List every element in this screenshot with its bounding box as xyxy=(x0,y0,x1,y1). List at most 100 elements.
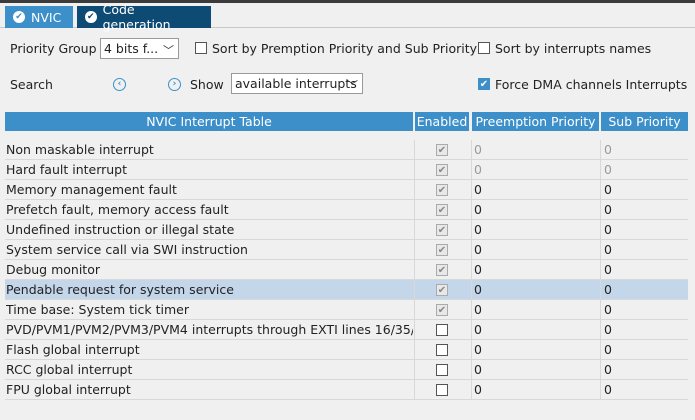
enabled-checkbox: ✔ xyxy=(436,184,448,196)
preemption-priority-cell[interactable]: 0 xyxy=(471,240,599,260)
table-row[interactable]: RCC global interrupt 0 0 xyxy=(5,360,688,380)
enabled-cell: ✔ xyxy=(414,140,470,160)
sub-priority-cell[interactable]: 0 xyxy=(600,300,688,320)
enabled-checkbox: ✔ xyxy=(436,284,448,296)
enabled-cell: ✔ xyxy=(414,180,470,200)
sub-priority-cell[interactable]: 0 xyxy=(600,320,688,340)
enabled-checkbox: ✔ xyxy=(436,244,448,256)
enabled-checkbox: ✔ xyxy=(436,304,448,316)
preemption-priority-cell[interactable]: 0 xyxy=(471,320,599,340)
enabled-checkbox[interactable] xyxy=(436,324,448,336)
enabled-cell: ✔ xyxy=(414,280,470,300)
tab-strip: ✔ NVIC ✔ Code generation xyxy=(0,2,695,32)
tab-code-generation[interactable]: ✔ Code generation xyxy=(77,2,211,32)
column-header-name[interactable]: NVIC Interrupt Table xyxy=(5,112,413,131)
interrupt-name: Hard fault interrupt xyxy=(6,162,128,177)
interrupt-name: System service call via SWI instruction xyxy=(6,242,248,257)
table-row[interactable]: System service call via SWI instruction ✔… xyxy=(5,240,688,260)
preemption-priority-cell[interactable]: 0 xyxy=(471,280,599,300)
sub-priority-cell[interactable]: 0 xyxy=(600,340,688,360)
enabled-checkbox: ✔ xyxy=(436,264,448,276)
preemption-priority-cell[interactable]: 0 xyxy=(471,220,599,240)
table-row[interactable]: PVD/PVM1/PVM2/PVM3/PVM4 interrupts throu… xyxy=(5,320,688,340)
enabled-cell: ✔ xyxy=(414,300,470,320)
preemption-priority-cell[interactable]: 0 xyxy=(471,140,599,160)
column-header-preemption[interactable]: Preemption Priority xyxy=(472,112,599,131)
table-row[interactable]: Non maskable interrupt ✔ 0 0 xyxy=(5,140,688,160)
interrupt-name: Memory management fault xyxy=(6,182,177,197)
tab-nvic-label: NVIC xyxy=(31,9,62,25)
sub-priority-cell[interactable]: 0 xyxy=(600,380,688,400)
sub-priority-cell[interactable]: 0 xyxy=(600,220,688,240)
enabled-cell: ✔ xyxy=(414,260,470,280)
enabled-cell: ✔ xyxy=(414,220,470,240)
interrupt-name: Debug monitor xyxy=(6,262,100,277)
enabled-cell xyxy=(414,320,470,340)
interrupt-name: PVD/PVM1/PVM2/PVM3/PVM4 interrupts throu… xyxy=(6,322,413,337)
tab-nvic[interactable]: ✔ NVIC xyxy=(5,6,73,28)
preemption-priority-cell[interactable]: 0 xyxy=(471,260,599,280)
interrupt-name: Undefined instruction or illegal state xyxy=(6,222,235,237)
table-row[interactable]: Prefetch fault, memory access fault ✔ 0 0 xyxy=(5,200,688,220)
check-circle-icon: ✔ xyxy=(13,11,25,23)
interrupt-name: RCC global interrupt xyxy=(6,362,133,377)
table-header: NVIC Interrupt Table Enabled Preemption … xyxy=(5,112,688,131)
interrupt-name: Flash global interrupt xyxy=(6,342,140,357)
table-row[interactable]: FPU global interrupt 0 0 xyxy=(5,380,688,400)
table-row[interactable]: Undefined instruction or illegal state ✔ 0… xyxy=(5,220,688,240)
priority-group-select[interactable]: 4 bits f... ﹀ xyxy=(100,38,179,59)
interrupt-name: Time base: System tick timer xyxy=(6,302,189,317)
enabled-cell xyxy=(414,340,470,360)
enabled-cell: ✔ xyxy=(414,160,470,180)
table-row[interactable]: Flash global interrupt 0 0 xyxy=(5,340,688,360)
priority-group-label: Priority Group xyxy=(10,41,97,56)
sort-by-priority-checkbox[interactable] xyxy=(195,42,207,54)
tab-code-generation-label: Code generation xyxy=(102,2,171,32)
preemption-priority-cell[interactable]: 0 xyxy=(471,360,599,380)
sub-priority-cell[interactable]: 0 xyxy=(600,360,688,380)
interrupt-name: Prefetch fault, memory access fault xyxy=(6,202,229,217)
show-filter-select[interactable]: available interrupts ﹀ xyxy=(231,73,363,94)
table-row[interactable]: Memory management fault ✔ 0 0 xyxy=(5,180,688,200)
show-filter-value: available interrupts xyxy=(235,76,357,91)
show-label: Show xyxy=(190,77,224,92)
preemption-priority-cell[interactable]: 0 xyxy=(471,160,599,180)
sub-priority-cell[interactable]: 0 xyxy=(600,200,688,220)
preemption-priority-cell[interactable]: 0 xyxy=(471,180,599,200)
enabled-checkbox[interactable] xyxy=(436,384,448,396)
sub-priority-cell[interactable]: 0 xyxy=(600,280,688,300)
search-previous-icon[interactable]: ‹ xyxy=(113,78,126,91)
enabled-checkbox: ✔ xyxy=(436,224,448,236)
chevron-down-icon: ﹀ xyxy=(347,79,358,92)
sub-priority-cell[interactable]: 0 xyxy=(600,160,688,180)
enabled-checkbox[interactable] xyxy=(436,344,448,356)
enabled-checkbox: ✔ xyxy=(436,204,448,216)
column-header-sub-priority[interactable]: Sub Priority xyxy=(601,112,688,131)
table-row[interactable]: Time base: System tick timer ✔ 0 0 xyxy=(5,300,688,320)
preemption-priority-cell[interactable]: 0 xyxy=(471,380,599,400)
interrupt-name: FPU global interrupt xyxy=(6,382,131,397)
sub-priority-cell[interactable]: 0 xyxy=(600,180,688,200)
enabled-checkbox[interactable] xyxy=(436,364,448,376)
force-dma-checkbox[interactable]: ✔ xyxy=(478,78,490,90)
enabled-cell: ✔ xyxy=(414,200,470,220)
sort-by-names-label: Sort by interrupts names xyxy=(495,41,652,56)
enabled-checkbox: ✔ xyxy=(436,164,448,176)
chevron-down-icon: ﹀ xyxy=(163,44,174,57)
check-circle-icon: ✔ xyxy=(85,11,97,23)
column-header-enabled[interactable]: Enabled xyxy=(415,112,469,131)
preemption-priority-cell[interactable]: 0 xyxy=(471,340,599,360)
enabled-cell xyxy=(414,360,470,380)
sub-priority-cell[interactable]: 0 xyxy=(600,240,688,260)
sub-priority-cell[interactable]: 0 xyxy=(600,260,688,280)
interrupt-name: Pendable request for system service xyxy=(6,282,234,297)
preemption-priority-cell[interactable]: 0 xyxy=(471,300,599,320)
table-row[interactable]: Hard fault interrupt ✔ 0 0 xyxy=(5,160,688,180)
search-next-icon[interactable]: › xyxy=(168,78,181,91)
sort-by-names-checkbox[interactable] xyxy=(478,42,490,54)
sub-priority-cell[interactable]: 0 xyxy=(600,140,688,160)
preemption-priority-cell[interactable]: 0 xyxy=(471,200,599,220)
table-row[interactable]: Debug monitor ✔ 0 0 xyxy=(5,260,688,280)
table-row[interactable]: Pendable request for system service ✔ 0 0 xyxy=(5,280,688,300)
enabled-cell: ✔ xyxy=(414,240,470,260)
